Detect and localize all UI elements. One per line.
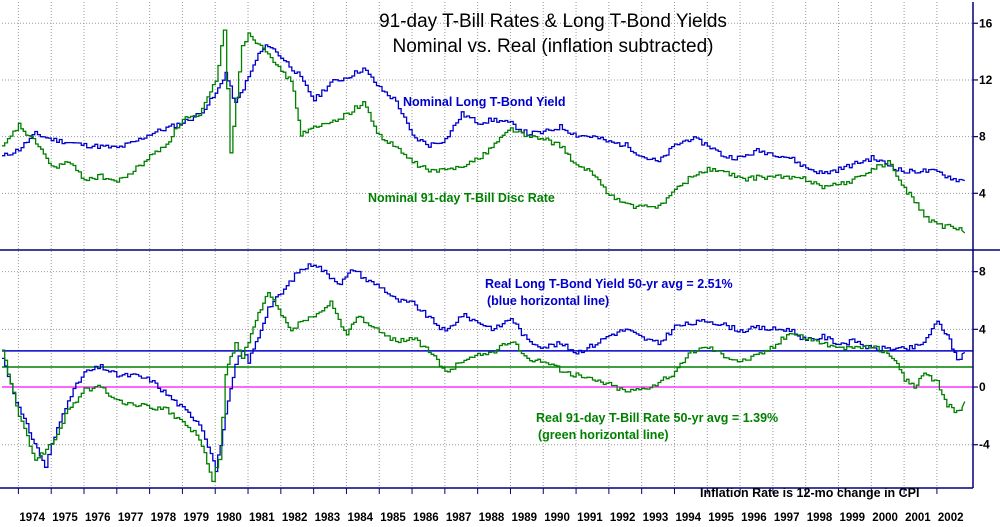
annotation-nominal-bill: Nominal 91-day T-Bill Disc Rate bbox=[368, 191, 555, 205]
x-tick-label: 1979 bbox=[183, 512, 209, 524]
text-layer: 91-day T-Bill Rates & Long T-Bond Yields… bbox=[368, 11, 919, 500]
x-tick-label: 1976 bbox=[85, 512, 111, 524]
grid-layer bbox=[2, 2, 973, 488]
x-tick-label: 1986 bbox=[413, 512, 439, 524]
x-tick-label: 1984 bbox=[347, 512, 373, 524]
x-tick-label: 1988 bbox=[479, 512, 505, 524]
x-tick-label: 1981 bbox=[249, 512, 275, 524]
annotation-real-bond-avg: Real Long T-Bond Yield 50-yr avg = 2.51% bbox=[485, 277, 733, 291]
x-tick-label: 1999 bbox=[840, 512, 866, 524]
x-tick-label: 1993 bbox=[643, 512, 669, 524]
x-tick-label: 1980 bbox=[216, 512, 242, 524]
x-tick-label: 1983 bbox=[315, 512, 341, 524]
x-tick-label: 1997 bbox=[774, 512, 800, 524]
reference-lines-layer bbox=[2, 350, 973, 388]
x-tick-label: 2002 bbox=[938, 512, 964, 524]
x-tick-label: 1992 bbox=[610, 512, 636, 524]
y-tick-label-bottom: 0 bbox=[979, 380, 986, 394]
y-tick-label-bottom: -4 bbox=[979, 438, 990, 452]
x-tick-label: 1982 bbox=[282, 512, 308, 524]
x-tick-label: 1991 bbox=[577, 512, 603, 524]
y-tick-label-bottom: 8 bbox=[979, 265, 986, 279]
x-tick-label: 1975 bbox=[52, 512, 78, 524]
x-tick-label: 1989 bbox=[511, 512, 537, 524]
chart-title: 91-day T-Bill Rates & Long T-Bond Yields bbox=[379, 11, 727, 32]
x-tick-label: 1990 bbox=[544, 512, 570, 524]
x-tick-label: 1974 bbox=[19, 512, 45, 524]
x-tick-label: 1985 bbox=[380, 512, 406, 524]
x-tick-label: 1996 bbox=[741, 512, 767, 524]
x-tick-label: 2001 bbox=[905, 512, 931, 524]
series-layer bbox=[2, 29, 966, 483]
y-tick-label-bottom: 4 bbox=[979, 322, 986, 336]
x-tick-label: 2000 bbox=[872, 512, 898, 524]
y-tick-label-top: 4 bbox=[979, 186, 986, 200]
annotation-real-bill-note: (green horizontal line) bbox=[538, 428, 669, 442]
x-tick-label: 1987 bbox=[446, 512, 472, 524]
x-tick-label: 1978 bbox=[151, 512, 177, 524]
y-tick-label-top: 16 bbox=[979, 16, 993, 30]
annotation-nominal-bond: Nominal Long T-Bond Yield bbox=[403, 95, 566, 109]
x-tick-label: 1998 bbox=[807, 512, 833, 524]
x-tick-label: 1994 bbox=[675, 512, 701, 524]
annotation-real-bond-note: (blue horizontal line) bbox=[487, 294, 609, 308]
y-tick-label-top: 12 bbox=[979, 73, 993, 87]
annotation-inflation-note: Inflation Rate is 12-mo change in CPI bbox=[700, 486, 919, 500]
x-tick-label: 1995 bbox=[708, 512, 734, 524]
x-tick-label: 1977 bbox=[118, 512, 144, 524]
series-nominal-bond-line bbox=[2, 44, 966, 183]
chart-subtitle: Nominal vs. Real (inflation subtracted) bbox=[392, 36, 713, 57]
annotation-real-bill-avg: Real 91-day T-Bill Rate 50-yr avg = 1.39… bbox=[536, 411, 778, 425]
y-tick-label-top: 8 bbox=[979, 130, 986, 144]
series-nominal-bill-line bbox=[2, 29, 966, 234]
series-real-bill-line bbox=[2, 292, 966, 483]
